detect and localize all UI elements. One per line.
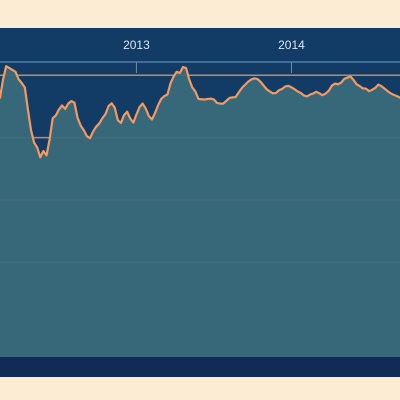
x-axis: 2013 2014 bbox=[123, 38, 305, 73]
x-tick-label: 2014 bbox=[278, 38, 305, 52]
x-tick-label: 2013 bbox=[123, 38, 150, 52]
series-area bbox=[0, 66, 400, 358]
series-line bbox=[0, 65, 400, 159]
bottom-band bbox=[0, 357, 400, 377]
